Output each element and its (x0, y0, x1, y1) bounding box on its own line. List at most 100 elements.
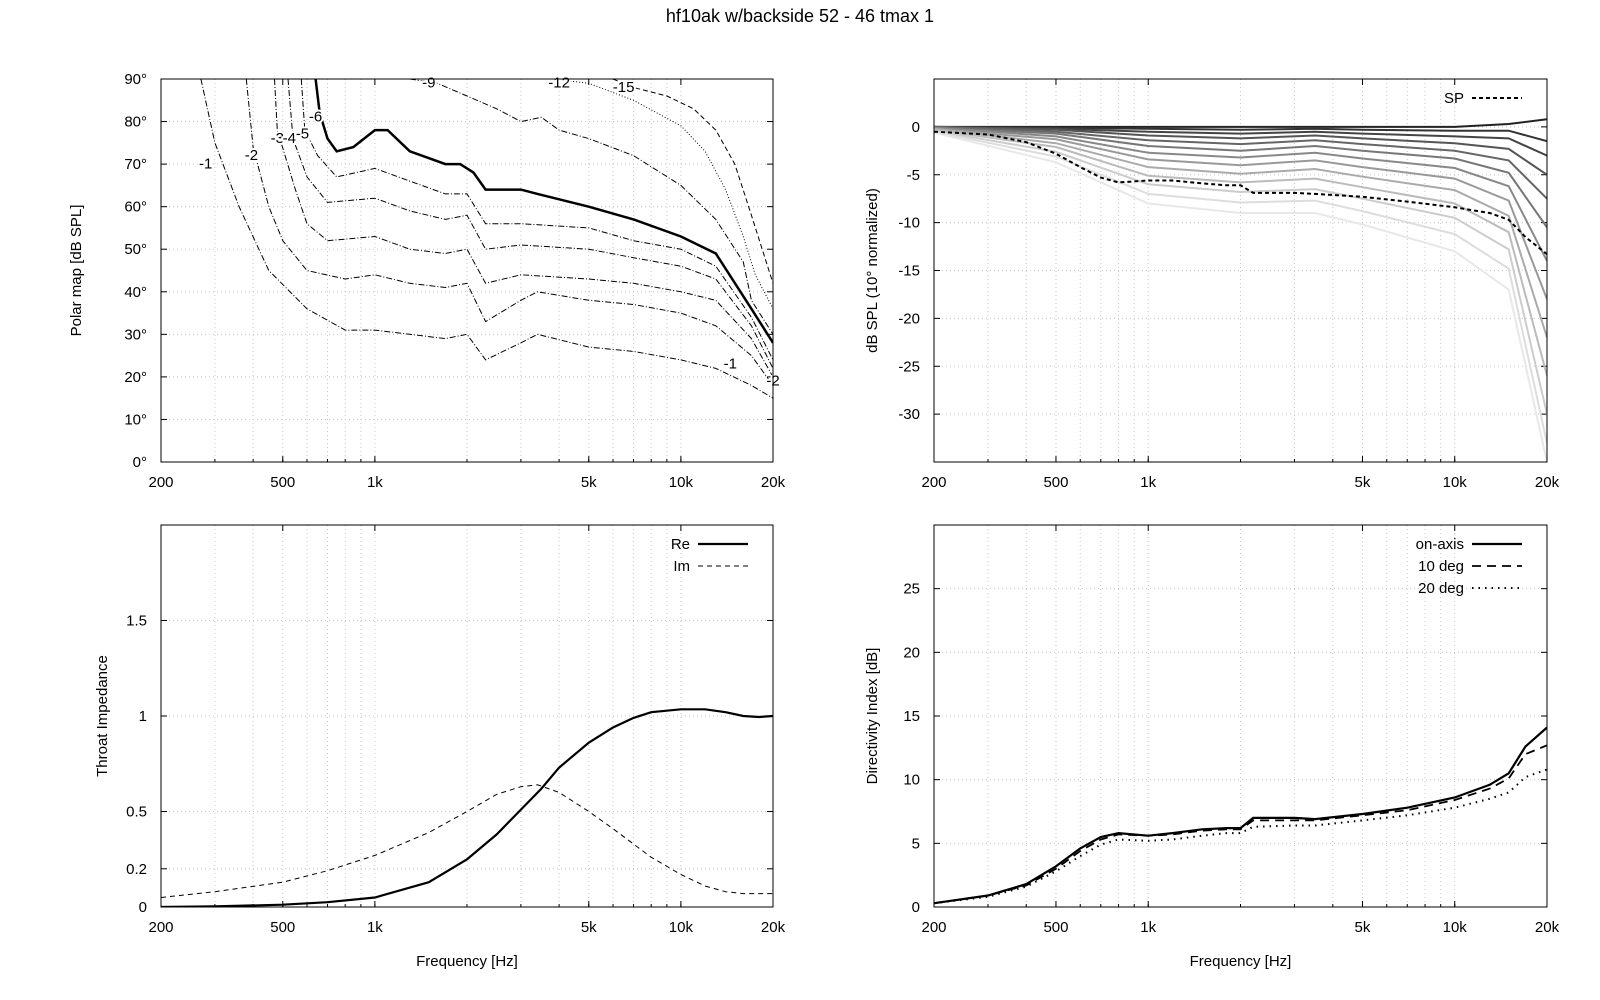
series-line (200, 79, 773, 399)
plot-frame (933, 78, 1548, 463)
contour-label: -4 (283, 130, 296, 147)
contour-label: -12 (548, 75, 570, 92)
series-line (934, 768, 1547, 905)
legend-label: Im (673, 558, 690, 575)
y-tick-label: 60° (124, 199, 147, 216)
series-line (934, 130, 1547, 255)
angle-series-line (934, 125, 1547, 143)
x-tick-label: 1k (1140, 919, 1156, 936)
y-tick-label: 0.5 (126, 804, 147, 821)
series-line (409, 79, 773, 335)
series-line (245, 79, 773, 386)
y-tick-label: -30 (898, 406, 920, 423)
plot-area (200, 79, 773, 399)
y-tick-label: 20° (124, 369, 147, 386)
contour-label: -6 (309, 109, 322, 126)
contour-label: -3 (271, 130, 284, 147)
y-axis-label: dB SPL (10° normalized) (864, 188, 881, 353)
plot-frame (933, 524, 1548, 908)
y-tick-label: 20 (903, 644, 920, 661)
y-axis-label: Throat Impedance (94, 655, 111, 777)
y-tick-label: 0 (139, 899, 147, 916)
y-tick-label: 0 (912, 899, 920, 916)
series-line (314, 79, 773, 344)
y-tick-label: 0 (912, 119, 920, 136)
y-tick-label: 25 (903, 581, 920, 598)
series-line (934, 726, 1547, 905)
y-tick-label: 90° (124, 71, 147, 88)
series-line (161, 708, 773, 907)
y-tick-label: 1.5 (126, 613, 147, 630)
y-tick-label: 1 (139, 708, 147, 725)
angle-series-line (934, 125, 1547, 157)
plot-frame (160, 524, 774, 908)
x-tick-label: 20k (761, 919, 786, 936)
y-tick-label: 80° (124, 114, 147, 131)
x-tick-label: 1k (367, 919, 383, 936)
angle-series-line (934, 126, 1547, 262)
y-tick-label: 10 (903, 772, 920, 789)
contour-label: -5 (296, 126, 309, 143)
x-tick-label: 200 (148, 474, 173, 491)
legend-label: Re (671, 536, 690, 553)
plot-frame (160, 78, 774, 463)
angle-series-line (934, 127, 1547, 338)
contour-label: -2 (245, 147, 258, 164)
y-tick-label: 50° (124, 241, 147, 258)
y-tick-label: 0° (133, 454, 147, 471)
y-axis-label: Polar map [dB SPL] (68, 205, 85, 337)
x-tick-label: 20k (761, 474, 786, 491)
angle-series-line (934, 126, 1547, 228)
legend-label: 20 deg (1418, 580, 1464, 597)
x-tick-label: 500 (270, 919, 295, 936)
y-tick-label: -5 (907, 167, 920, 184)
x-tick-label: 500 (270, 474, 295, 491)
x-tick-label: 1k (1140, 474, 1156, 491)
legend-label: SP (1444, 90, 1464, 107)
legend-label: on-axis (1416, 536, 1464, 553)
y-tick-label: -15 (898, 263, 920, 280)
angle-series-line (934, 118, 1547, 128)
angle-series-line (934, 127, 1547, 300)
y-axis-label: Directivity Index [dB] (864, 648, 881, 785)
y-tick-label: -20 (898, 310, 920, 327)
x-tick-label: 5k (1355, 919, 1371, 936)
x-tick-label: 20k (1535, 919, 1560, 936)
y-tick-label: 70° (124, 156, 147, 173)
y-tick-label: -10 (898, 215, 920, 232)
y-tick-label: 10° (124, 411, 147, 428)
angle-series-line (934, 129, 1547, 415)
angle-series-line (934, 131, 1547, 462)
contour-label: -9 (422, 75, 435, 92)
series-line (300, 79, 773, 361)
plot-area (161, 708, 773, 907)
plot-area (934, 726, 1547, 905)
series-line (934, 744, 1547, 905)
x-tick-label: 1k (367, 474, 383, 491)
x-tick-label: 10k (669, 919, 694, 936)
y-tick-label: 40° (124, 284, 147, 301)
series-line (287, 79, 773, 369)
x-tick-label: 10k (1443, 474, 1468, 491)
angle-series-line (934, 125, 1547, 176)
series-line (612, 79, 773, 284)
legend-label: 10 deg (1418, 558, 1464, 575)
y-tick-label: 15 (903, 708, 920, 725)
x-tick-label: 5k (581, 474, 597, 491)
y-tick-label: 5 (912, 835, 920, 852)
x-axis-label: Frequency [Hz] (416, 953, 518, 970)
angle-series-line (934, 128, 1547, 377)
angle-series-line (934, 125, 1547, 200)
contour-label: -1 (724, 355, 737, 372)
y-tick-label: 0.2 (126, 861, 147, 878)
angle-series-line (934, 130, 1547, 444)
contour-label: -15 (613, 79, 635, 96)
x-tick-label: 20k (1535, 474, 1560, 491)
x-tick-label: 500 (1043, 919, 1068, 936)
figure-title: hf10ak w/backside 52 - 46 tmax 1 (665, 6, 935, 26)
x-tick-label: 10k (669, 474, 694, 491)
x-tick-label: 5k (1355, 474, 1371, 491)
x-tick-label: 200 (921, 919, 946, 936)
series-line (552, 79, 773, 310)
x-tick-label: 500 (1043, 474, 1068, 491)
